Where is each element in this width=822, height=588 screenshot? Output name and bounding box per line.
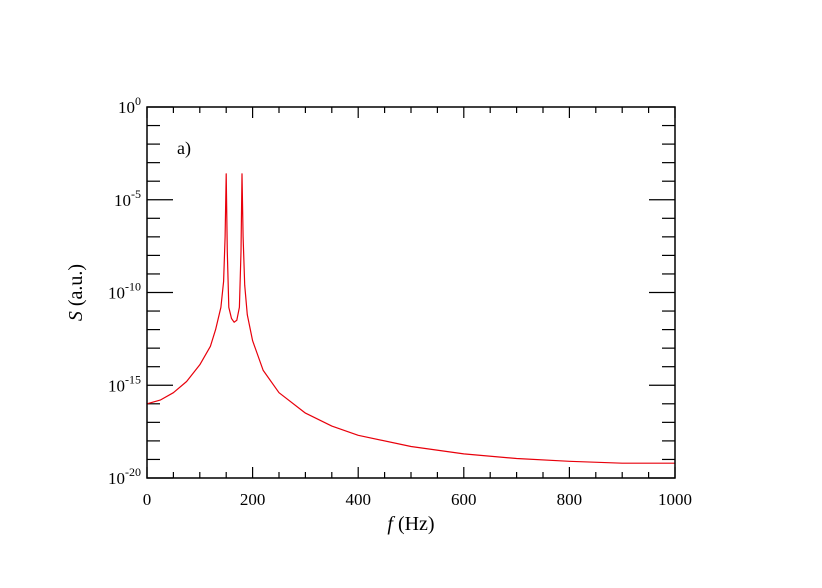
x-tick-label: 0 [143, 490, 152, 509]
tick-marks [146, 106, 676, 479]
y-tick-labels: 100 10-5 10-10 10-15 10-20 [108, 94, 141, 488]
y-tick-label: 10-15 [108, 372, 141, 395]
x-tick-label: 1000 [658, 490, 692, 509]
plot-frame [146, 106, 676, 479]
x-tick-labels: 0 200 400 600 800 1000 [143, 490, 692, 509]
x-axis-title: f (Hz) [387, 513, 434, 535]
y-axis-title: S (a.u.) [65, 264, 87, 321]
panel-label: a) [177, 138, 191, 159]
y-tick-label: 10-10 [108, 280, 141, 303]
x-tick-label: 800 [557, 490, 583, 509]
y-axis-unit: (a.u.) [65, 264, 87, 311]
y-tick-label: 100 [118, 94, 141, 117]
series-layer [146, 173, 675, 464]
x-axis-unit: (Hz) [393, 513, 435, 535]
y-axis-symbol: S [65, 311, 87, 321]
x-tick-label: 600 [451, 490, 477, 509]
x-axis-symbol: f [387, 513, 395, 535]
y-tick-label: 10-5 [114, 187, 141, 210]
series-line [146, 173, 675, 464]
y-tick-label: 10-20 [108, 465, 141, 488]
x-tick-label: 400 [345, 490, 371, 509]
x-tick-label: 200 [240, 490, 266, 509]
